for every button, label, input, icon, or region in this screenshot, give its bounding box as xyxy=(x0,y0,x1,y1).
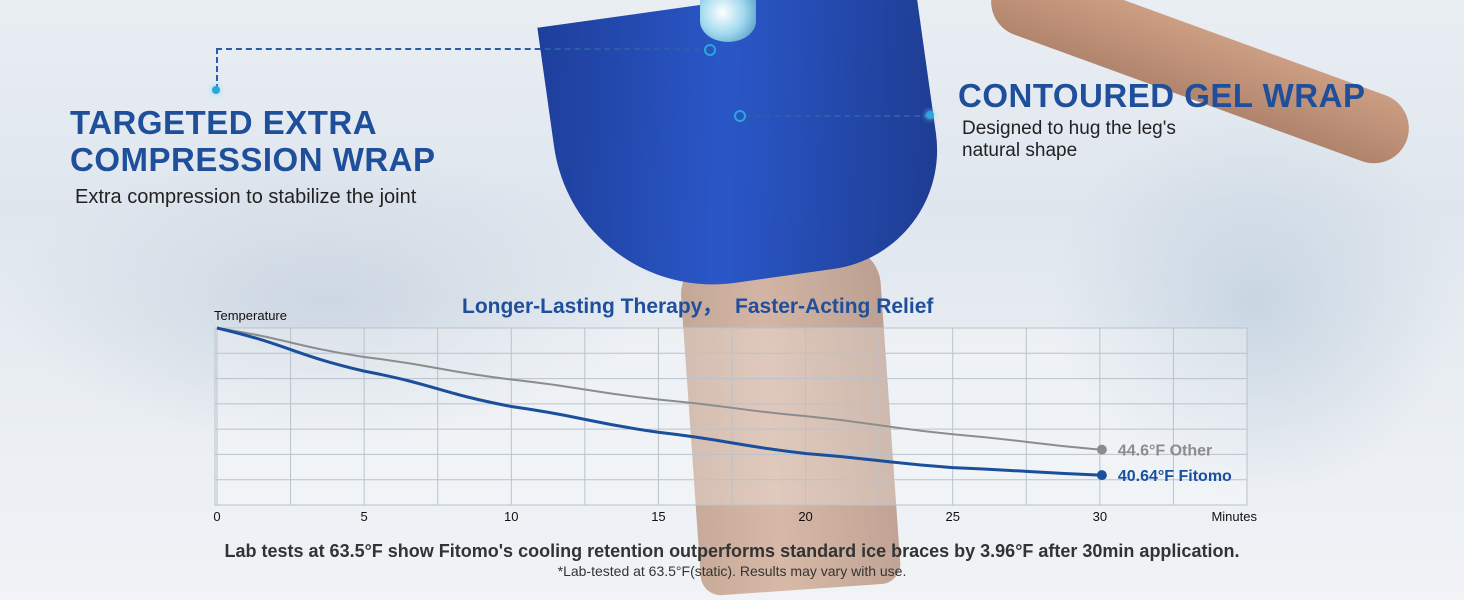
x-tick-label: 30 xyxy=(1093,509,1107,524)
series-line-fitomo xyxy=(216,326,1100,477)
snow-background xyxy=(1050,100,1460,500)
plot-area xyxy=(214,327,1248,506)
x-tick-label: 15 xyxy=(651,509,665,524)
callout-ring xyxy=(704,44,716,56)
x-tick-label: 25 xyxy=(945,509,959,524)
end-label-fitomo: 40.64°F Fitomo xyxy=(1118,468,1232,485)
callout-title: TARGETED EXTRA xyxy=(70,104,378,141)
callout-subtitle: natural shape xyxy=(962,140,1078,161)
callout-gel-wrap: CONTOURED GEL WRAP Designed to hug the l… xyxy=(958,77,1365,162)
callout-title: CONTOURED GEL WRAP xyxy=(958,77,1366,114)
end-label-other: 44.6°F Other xyxy=(1118,443,1212,460)
series-line-other xyxy=(216,327,1100,451)
callout-connector xyxy=(745,115,930,117)
x-tick-label: 20 xyxy=(798,509,812,524)
footer-claim: Lab tests at 63.5°F show Fitomo's coolin… xyxy=(224,541,1240,561)
x-tick-label: 10 xyxy=(504,509,518,524)
footer-note: *Lab-tested at 63.5°F(static). Results m… xyxy=(557,563,907,579)
end-point-fitomo xyxy=(1096,470,1107,481)
end-point-other xyxy=(1096,444,1107,455)
gel-ball-image xyxy=(700,0,756,42)
x-axis-label: Minutes xyxy=(1211,509,1257,524)
snow-background xyxy=(0,150,650,450)
callout-subtitle: Designed to hug the leg's xyxy=(962,118,1176,139)
callout-connector xyxy=(216,48,710,90)
chart-title: Longer-Lasting Therapy， Faster-Acting Re… xyxy=(462,295,934,318)
x-tick-label: 0 xyxy=(213,509,220,524)
callout-compression-wrap: TARGETED EXTRA COMPRESSION WRAP Extra co… xyxy=(70,104,436,209)
callout-title: COMPRESSION WRAP xyxy=(70,141,436,178)
x-tick-label: 5 xyxy=(361,509,368,524)
callout-ring xyxy=(734,110,746,122)
callout-subtitle: Extra compression to stabilize the joint xyxy=(75,186,417,208)
callout-dot xyxy=(212,86,220,94)
y-axis-label: Temperature xyxy=(214,308,287,323)
callout-dot xyxy=(926,111,934,119)
